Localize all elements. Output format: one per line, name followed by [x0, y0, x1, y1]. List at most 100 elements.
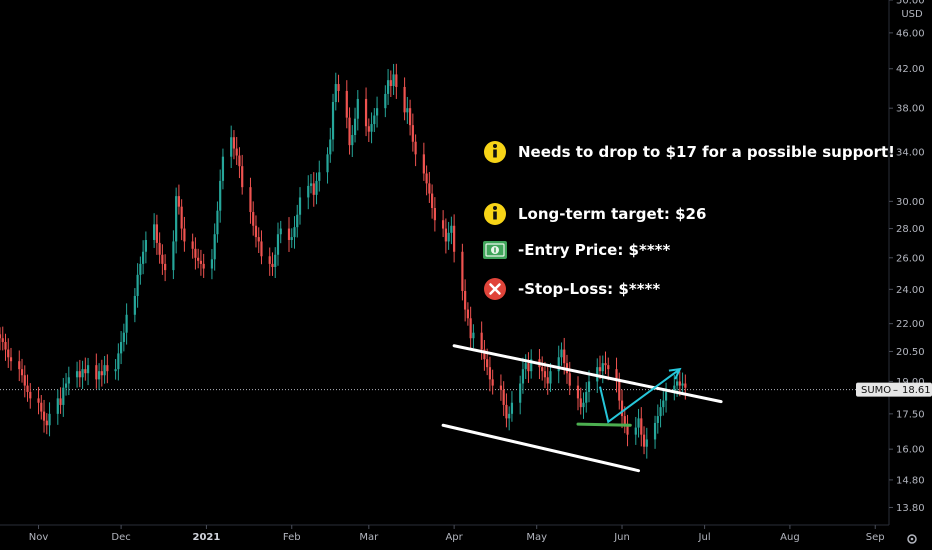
candle-body [238, 155, 241, 167]
candle [466, 302, 469, 326]
candle-body [216, 210, 219, 235]
candle-body [318, 172, 321, 181]
candle-body [257, 237, 260, 242]
candle [428, 171, 431, 203]
candle [9, 347, 13, 371]
candle [469, 306, 472, 350]
support-line[interactable] [576, 422, 632, 427]
annotation-0[interactable]: Needs to drop to $17 for a possible supp… [484, 141, 895, 163]
price-axis-ticks: 50.00 46.00 42.00 38.00 34.00 30.00 28.00 26.00… [889, 0, 925, 514]
candle-body [287, 228, 291, 240]
candle-body [433, 207, 436, 221]
candle [499, 374, 503, 401]
candle-body [120, 341, 123, 354]
candle [232, 130, 236, 160]
candle [472, 324, 475, 349]
candle-body [81, 369, 84, 378]
candle-body [191, 241, 194, 249]
time-tick-label: Feb [283, 532, 301, 543]
candle [615, 357, 618, 393]
candle-body [601, 363, 604, 372]
candle [271, 252, 274, 276]
candle [213, 223, 216, 271]
candle-body [67, 377, 70, 384]
candle-body [23, 375, 26, 386]
time-tick-label: May [526, 532, 547, 543]
candle-body [0, 334, 2, 339]
candle-body [364, 98, 368, 127]
time-tick-label: Mar [359, 532, 379, 543]
candle [483, 340, 486, 371]
candle-body [505, 404, 508, 419]
annotation-text-3: -Stop-Loss: $**** [518, 280, 660, 298]
annotation-3[interactable]: -Stop-Loss: $**** [484, 278, 660, 300]
projection-arrow[interactable] [599, 368, 681, 424]
candle-body [392, 74, 395, 86]
annotations: Needs to drop to $17 for a possible supp… [483, 141, 895, 300]
annotation-text-2: -Entry Price: $**** [518, 241, 671, 259]
candle-body [164, 263, 167, 271]
candle-body [7, 349, 10, 358]
price-axis[interactable]: 50.00 46.00 42.00 38.00 34.00 30.00 28.00 26.00… [856, 0, 932, 525]
candle-body [153, 224, 156, 240]
candle-body [139, 263, 142, 275]
candle-body [626, 425, 629, 435]
candle [45, 413, 48, 435]
time-axis[interactable]: Nov Dec 2021 Feb Mar Apr May Jun Jul Aug Sep [0, 524, 917, 544]
price-tick-label: 14.80 [896, 475, 925, 486]
candle [326, 147, 329, 184]
candle-body [290, 237, 293, 240]
candle [618, 372, 621, 410]
candle-body [637, 418, 640, 428]
candle-body [329, 139, 332, 155]
last-price-tag: SUMO – 18.61 [856, 382, 932, 397]
candle-body [530, 359, 533, 372]
candle-body [345, 90, 348, 118]
candle [4, 333, 7, 361]
candle [337, 74, 340, 103]
candle-body [640, 418, 643, 435]
candle [329, 127, 332, 163]
candle-body [136, 274, 139, 296]
candle-body [582, 402, 585, 408]
candle [268, 247, 271, 276]
candle [7, 338, 10, 368]
channel-lower-line[interactable] [441, 423, 641, 473]
candle [453, 214, 456, 263]
candle-body [161, 254, 164, 264]
drawings [441, 344, 723, 473]
time-tick-label: Apr [445, 532, 463, 543]
channel-upper-line[interactable] [452, 344, 723, 404]
price-tick-label: 34.00 [896, 148, 925, 159]
candle [318, 160, 321, 192]
candle [549, 363, 552, 392]
candle-body [491, 379, 494, 386]
candle-body [296, 214, 299, 228]
annotation-1[interactable]: Long-term target: $26 [484, 203, 706, 225]
candle [557, 345, 560, 384]
candle [370, 112, 373, 144]
candle [634, 416, 637, 445]
candle [23, 365, 26, 398]
candle-body [64, 383, 68, 388]
gear-icon[interactable] [907, 534, 917, 544]
candle-body [230, 137, 233, 157]
candle-body [395, 74, 398, 87]
candle [202, 253, 205, 278]
candle-body [486, 359, 489, 368]
candle [219, 169, 222, 223]
candle-body [499, 385, 503, 390]
candle [422, 142, 425, 181]
candle [252, 201, 255, 236]
cross-mark-icon [484, 278, 506, 300]
annotation-2[interactable]: -Entry Price: $**** [483, 241, 671, 259]
time-tick-label: Jun [613, 532, 630, 543]
candle-body [414, 141, 417, 155]
candle [120, 331, 123, 365]
candle-body [375, 108, 379, 116]
candle [356, 90, 359, 131]
candle-body [469, 318, 472, 339]
candle [576, 376, 580, 411]
price-tick-label: 24.00 [896, 285, 925, 296]
